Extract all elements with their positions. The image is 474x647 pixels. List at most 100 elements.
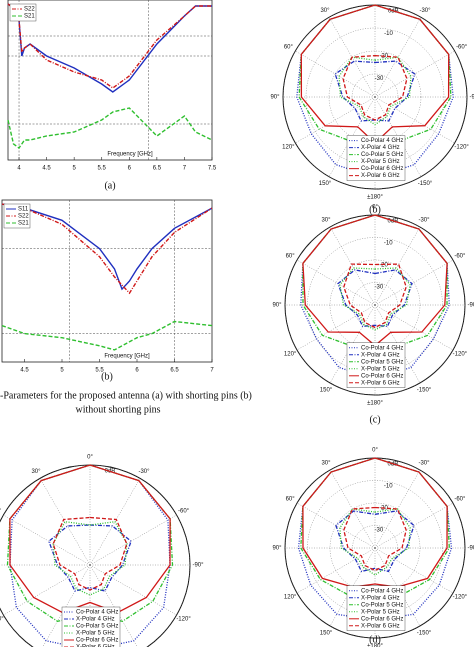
legend-label: X-Polar 4 GHz: [361, 145, 400, 151]
legend-label: X-Polar 6 GHz: [361, 173, 400, 179]
x-tick-label: 4: [17, 166, 21, 172]
x-tick-label: 4.5: [20, 368, 29, 374]
pattern-curve: [343, 263, 407, 329]
legend-label: X-Polar 5 GHz: [361, 366, 400, 372]
legend-label: Co-Polar 6 GHz: [361, 616, 403, 622]
theta-label: 60°: [286, 254, 296, 260]
theta-label: 0°: [372, 448, 378, 454]
r-tick-label: -10: [384, 31, 393, 37]
legend-label: X-Polar 6 GHz: [76, 645, 115, 647]
pattern-curve: [9, 464, 171, 647]
x-tick-label: 7: [210, 368, 214, 374]
polar-spoke: [3, 564, 91, 616]
legend-label: X-Polar 6 GHz: [361, 623, 400, 629]
legend-label: S21: [18, 221, 29, 227]
pattern-curve: [342, 54, 408, 121]
r-tick-label: 0dB: [388, 461, 399, 467]
polar-spoke: [374, 226, 421, 306]
theta-label: -150°: [417, 387, 432, 393]
polar-spoke: [374, 502, 454, 549]
legend-label: X-Polar 4 GHz: [361, 352, 400, 358]
x-axis-label: Frequency [GHz]: [107, 152, 153, 158]
legend-box: [3, 203, 31, 229]
x-tick-label: 5: [60, 368, 64, 374]
polar-spoke: [329, 469, 376, 549]
legend-label: X-Polar 5 GHz: [361, 159, 400, 165]
r-tick-label: -30: [375, 76, 384, 82]
theta-label: -90°: [192, 563, 204, 569]
legend-label: Co-Polar 4 GHz: [76, 610, 118, 616]
legend-label: Co-Polar 6 GHz: [361, 166, 403, 172]
theta-label: -60°: [454, 497, 466, 503]
series-line: [7, 3, 212, 89]
caption-line: -Parameters for the proposed antenna (a)…: [0, 390, 252, 401]
pattern-curve: [338, 56, 412, 126]
x-tick-label: 6.5: [170, 368, 179, 374]
polar-spoke: [374, 547, 454, 594]
caption-line: without shorting pins: [75, 404, 160, 415]
legend-label: Co-Polar 4 GHz: [361, 138, 403, 144]
legend-label: S22: [24, 7, 35, 13]
pattern-curve: [335, 510, 415, 573]
legend-label: Co-Polar 6 GHz: [361, 373, 403, 379]
theta-label: ±180°: [367, 401, 383, 407]
x-tick-label: 7: [183, 166, 187, 172]
theta-label: -150°: [417, 630, 432, 636]
theta-label: 0°: [372, 205, 378, 211]
theta-label: 90°: [272, 303, 282, 309]
polar-spoke: [296, 259, 376, 306]
x-tick-label: 5: [72, 166, 76, 172]
subfigure-label: (b): [101, 371, 113, 382]
legend-label: Co-Polar 4 GHz: [361, 345, 403, 351]
x-tick-label: 6.5: [153, 166, 162, 172]
legend-label: X-Polar 5 GHz: [361, 609, 400, 615]
polar-spoke: [295, 96, 376, 144]
legend-label: S11: [18, 207, 29, 213]
legend-label: S21: [24, 14, 35, 20]
theta-label: 0°: [372, 0, 378, 1]
theta-label: -90°: [469, 95, 474, 101]
x-axis-label: Frequency [GHz]: [104, 354, 150, 360]
legend-label: Co-Polar 5 GHz: [76, 624, 118, 630]
theta-label: -120°: [176, 617, 191, 623]
pattern-curve: [52, 516, 128, 591]
theta-label: -120°: [453, 352, 468, 358]
polar-spoke: [296, 547, 376, 594]
x-tick-label: 6: [128, 166, 132, 172]
theta-label: 150°: [319, 181, 332, 187]
legend-box: [346, 342, 406, 388]
theta-label: 0°: [87, 455, 93, 461]
polar-spoke: [3, 514, 91, 566]
theta-label: 60°: [284, 45, 294, 51]
legend-label: Co-Polar 5 GHz: [361, 359, 403, 365]
series-line: [1, 320, 213, 351]
r-tick-label: -30: [375, 284, 384, 290]
legend-label: X-Polar 5 GHz: [76, 631, 115, 637]
pattern-curve: [343, 506, 407, 572]
polar-spoke: [374, 304, 454, 351]
pattern-curve: [337, 269, 413, 328]
x-tick-label: 7.5: [208, 166, 217, 172]
theta-label: 150°: [320, 630, 333, 636]
theta-label: -120°: [0, 617, 4, 623]
theta-label: -60°: [454, 254, 466, 260]
x-tick-label: 6: [135, 368, 139, 374]
theta-label: 120°: [282, 145, 295, 151]
legend-box: [346, 585, 406, 631]
theta-label: 150°: [320, 387, 333, 393]
x-tick-label: 4.5: [42, 166, 51, 172]
polar-spoke: [374, 259, 454, 306]
pattern-curve: [9, 464, 171, 614]
legend-label: X-Polar 4 GHz: [76, 617, 115, 623]
polar-spoke: [296, 304, 376, 351]
polar-spoke: [295, 50, 376, 98]
theta-label: 120°: [284, 352, 297, 358]
legend-label: Co-Polar 5 GHz: [361, 602, 403, 608]
theta-label: -90°: [467, 546, 474, 552]
x-tick-label: 5.5: [98, 166, 107, 172]
theta-label: 90°: [272, 546, 282, 552]
series-line: [7, 107, 213, 149]
subfigure-label: (d): [369, 634, 381, 645]
theta-label: -120°: [454, 145, 469, 151]
theta-label: -90°: [467, 303, 474, 309]
